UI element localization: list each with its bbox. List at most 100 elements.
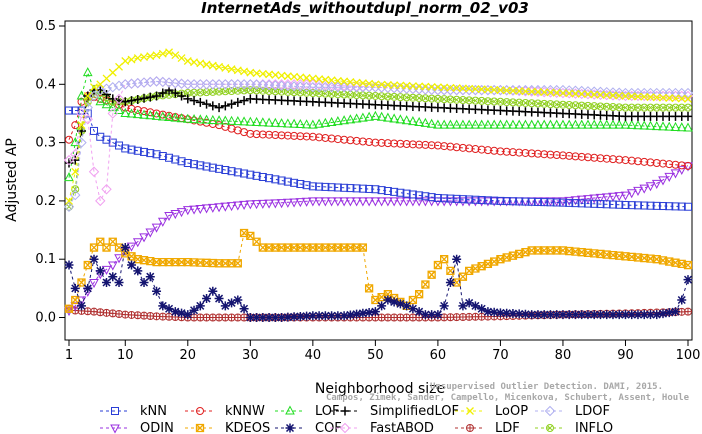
point-inflo [340,90,349,99]
point-lof [533,119,543,129]
legend-item-knnw: kNNW [185,404,265,419]
point-cof [489,307,499,317]
point-odin [589,194,600,204]
point-lof [626,119,637,129]
point-kdeos [414,290,424,299]
point-loop [684,94,692,103]
point-cof [202,294,212,304]
point-knn [177,157,186,166]
point-ldof [163,77,175,88]
legend-item-knn: kNN [100,404,167,419]
point-knnw [627,156,636,165]
point-lof [220,115,231,125]
point-cof [408,304,418,314]
point-cof [177,308,187,318]
y-tick-label: 0.2 [35,194,56,209]
point-loop [602,91,611,100]
point-inflo [571,101,580,110]
point-inflo [483,97,492,106]
point-lof [433,119,443,129]
point-loop [515,87,524,95]
point-lof [508,119,518,129]
point-knnw [546,150,555,159]
point-cof [208,286,218,296]
point-odin [645,182,656,192]
series-ldf [65,304,693,322]
point-cof [77,301,87,311]
point-lof [376,111,387,121]
point-lof [545,119,556,129]
point-kdeos [358,243,368,252]
point-lof [576,119,587,129]
point-knn [652,201,661,210]
point-inflo [365,91,374,100]
point-cof [108,272,118,282]
point-lof [420,117,431,127]
point-loop [571,89,580,98]
point-odin [395,197,406,207]
point-cof [220,301,230,311]
point-lof [120,107,131,117]
point-loop [308,74,317,83]
point-odin [245,200,256,210]
point-knn [502,197,511,206]
point-inflo [646,103,655,112]
series-lof [64,67,693,182]
point-odin [189,205,199,215]
legend-marker [111,407,119,415]
point-knnw [277,131,286,140]
y-tick-label: 0.4 [35,77,56,92]
point-cof [602,310,612,320]
point-lof [601,119,612,129]
point-loop [584,90,592,99]
point-odin [326,197,337,207]
point-knn [527,197,536,206]
series-cof [64,243,693,323]
point-cof [289,312,299,322]
point-loop [390,81,399,90]
legend-item-cof: COF [275,421,342,434]
point-knn [283,177,292,186]
point-loop [634,92,642,101]
y-tick-label: 0.5 [35,19,56,34]
point-loop [458,84,467,93]
point-lof [583,119,593,129]
point-simplifiedlof [183,94,193,104]
point-knn [383,186,392,195]
point-simplifiedlof [170,88,180,98]
point-cof [495,308,505,318]
point-lof [526,119,537,129]
point-lof [370,110,381,120]
point-loop [552,88,561,97]
point-knnw [658,159,667,168]
point-knnw [433,141,442,150]
point-inflo [190,88,199,97]
point-odin [639,184,650,194]
point-loop [158,49,167,58]
point-knnw [477,145,486,154]
point-cof [577,310,587,320]
point-lof [283,118,293,128]
legend-label: SimplifiedLOF [370,404,459,419]
point-cof [89,254,99,264]
point-odin [658,176,668,186]
point-cof [183,310,193,320]
point-inflo [677,103,686,112]
point-odin [214,203,224,213]
point-fastabod [88,166,100,177]
point-knnw [602,154,611,163]
point-knn [390,187,399,196]
point-lof [445,119,456,129]
point-knn [196,161,205,170]
point-loop [558,89,567,98]
legend-label: ODIN [140,421,174,434]
point-cof [383,295,393,305]
point-knn [340,183,349,192]
point-knnw [258,130,267,139]
point-cof [564,310,574,320]
point-odin [107,261,118,271]
point-knnw [483,146,492,155]
point-knnw [140,107,149,116]
point-inflo [496,97,505,106]
point-knn [577,199,586,208]
